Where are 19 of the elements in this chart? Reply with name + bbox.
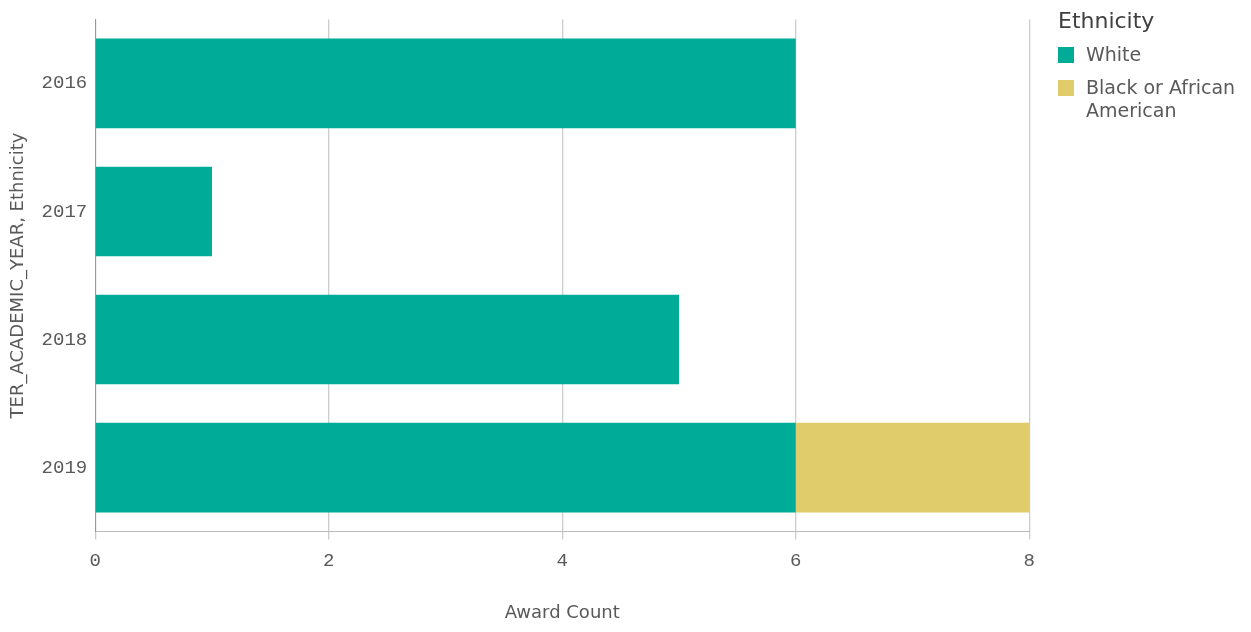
y-axis-title: TER_ACADEMIC_YEAR, Ethnicity [6, 132, 29, 420]
legend-label: Black or African American [1086, 76, 1237, 122]
bar [95, 294, 680, 385]
y-tick-label: 2016 [41, 72, 88, 95]
bar [795, 422, 1030, 513]
bar [95, 38, 796, 129]
x-tick-label: 4 [556, 550, 568, 573]
x-axis-title: Award Count [504, 600, 620, 622]
legend-label: White [1086, 43, 1142, 66]
bar [95, 422, 796, 513]
y-tick-label: 2017 [41, 200, 88, 223]
x-tick-label: 8 [1023, 550, 1035, 573]
x-tick-label: 0 [89, 550, 101, 573]
bar [95, 166, 212, 257]
x-tick-label: 6 [790, 550, 802, 573]
y-tick-label: 2018 [41, 328, 88, 351]
x-tick-label: 2 [323, 550, 335, 573]
legend-title: Ethnicity [1058, 8, 1156, 33]
y-tick-label: 2019 [41, 456, 88, 479]
